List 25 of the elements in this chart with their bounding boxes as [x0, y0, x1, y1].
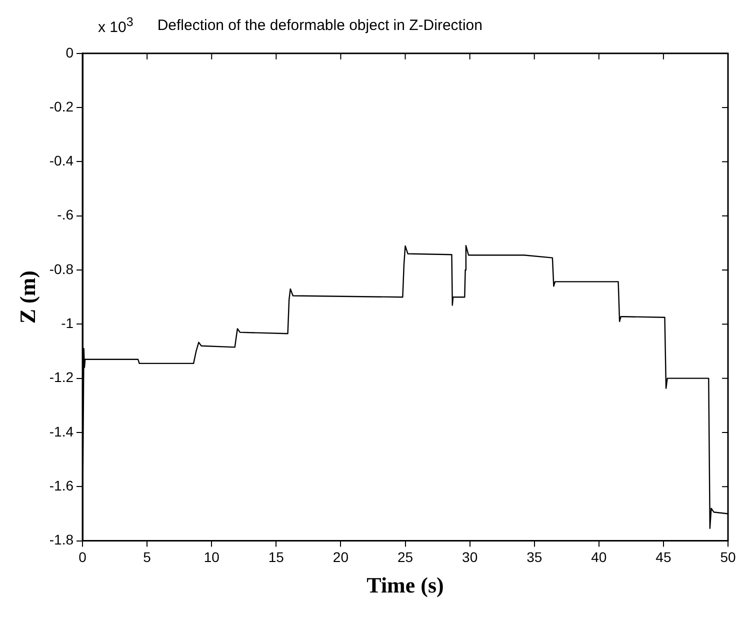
y-axis-title: Z (m)	[14, 270, 40, 324]
x-tick-label: 45	[656, 549, 672, 566]
x-tick-label: 25	[397, 549, 414, 566]
y-tick-label: -1.6	[49, 478, 74, 494]
x-tick-label: 15	[268, 549, 284, 566]
x-tick-label: 0	[78, 549, 87, 566]
x-tick-label: 40	[591, 549, 607, 566]
y-tick-label: -0.8	[49, 260, 74, 277]
x-tick-label: 20	[332, 549, 349, 566]
y-tick-label: -0.4	[49, 152, 74, 169]
x-tick-label: 5	[143, 549, 152, 566]
x-tick-label: 35	[526, 549, 542, 566]
text: x 10$^{3}$	[98, 14, 134, 36]
y-tick-label: -.6	[57, 206, 74, 223]
y-tick-label: 0	[66, 44, 74, 60]
y-tick-label: -1.4	[49, 423, 74, 440]
x-axis-title: Time (s)	[366, 572, 444, 598]
y-tick-label: -1.2	[49, 369, 74, 386]
y-tick-label: -0.2	[49, 98, 74, 114]
y-tick-label: -1.8	[49, 532, 74, 548]
x-tick-label: 50	[720, 549, 736, 566]
chart-title: Deflection of the deformable object in Z-Direction	[157, 16, 482, 34]
x-tick-label: 30	[462, 549, 478, 566]
y-tick-label: -1	[61, 315, 74, 332]
x-tick-label: 10	[204, 549, 220, 566]
